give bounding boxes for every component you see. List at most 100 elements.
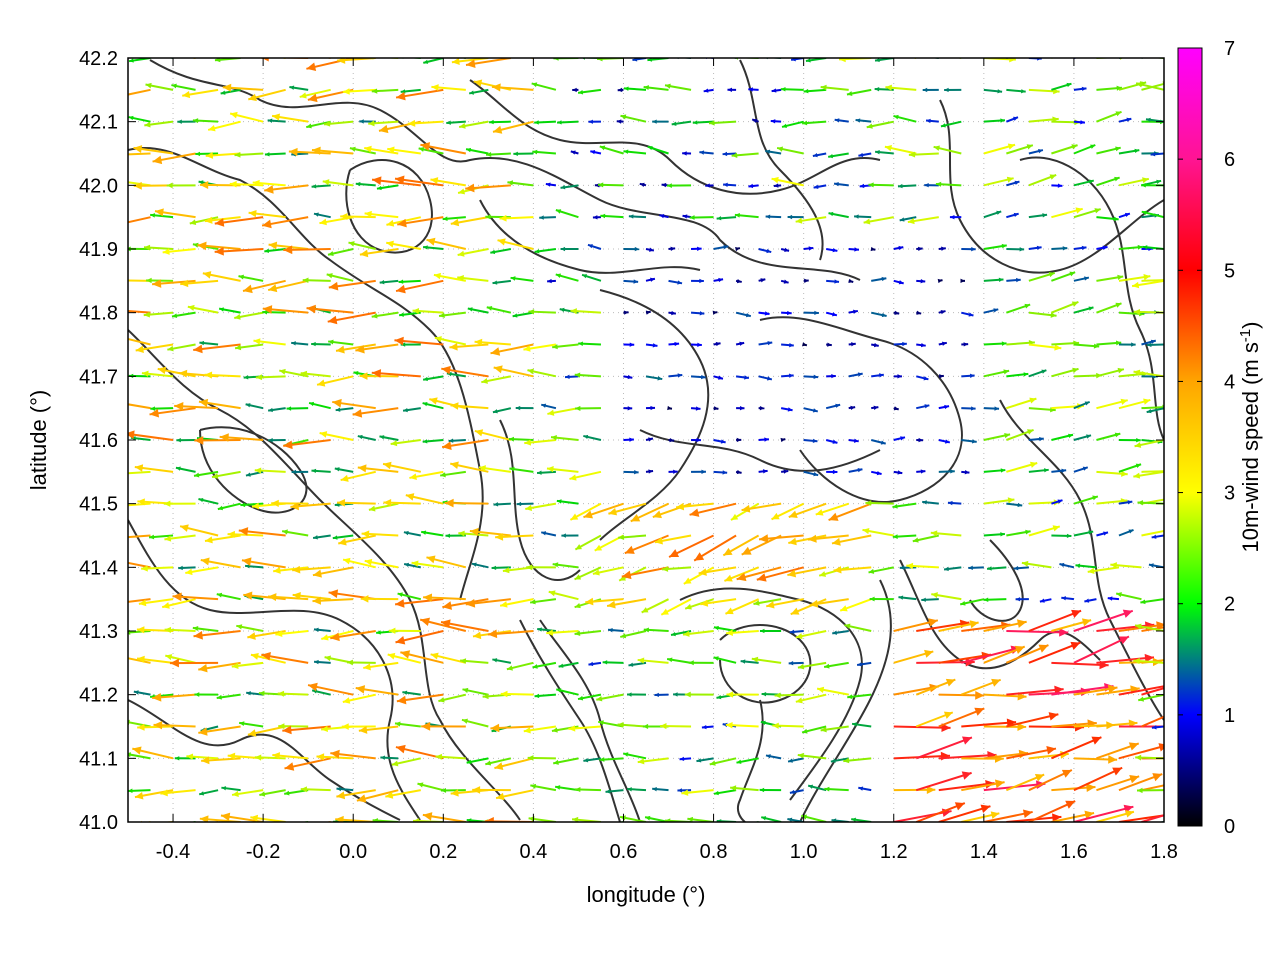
wind-vector-head <box>628 214 634 219</box>
wind-vector-head <box>510 276 516 281</box>
wind-vector-head <box>846 91 853 96</box>
wind-vector-head <box>500 690 508 698</box>
wind-vector-head <box>623 752 629 757</box>
wind-vector-head <box>949 215 955 220</box>
wind-vector-head <box>119 179 126 185</box>
x-tick-label: -0.2 <box>246 841 280 863</box>
wind-vector-head <box>1044 468 1049 473</box>
wind-vector-head <box>150 213 156 218</box>
wind-vector-head <box>487 629 498 639</box>
wind-vector-head <box>932 50 939 56</box>
wind-vector-head <box>343 557 351 565</box>
wind-vector-head <box>306 62 317 72</box>
wind-vector-head <box>306 304 316 314</box>
wind-vector-head <box>1013 212 1019 218</box>
wind-vector-head <box>141 370 149 377</box>
wind-vector-head <box>918 437 924 443</box>
wind-vector-head <box>372 818 379 822</box>
wind-vector-head <box>264 248 270 254</box>
wind-vector-head <box>795 217 803 224</box>
colorbar-tick-label: 6 <box>1224 149 1235 171</box>
wind-vector-head <box>804 278 809 283</box>
wind-vector-head <box>105 599 114 608</box>
wind-vector-head <box>965 657 975 667</box>
wind-vector-head <box>472 631 482 640</box>
wind-vector-head <box>199 791 205 796</box>
wind-vector-head <box>730 513 739 520</box>
wind-vector-head <box>803 88 809 94</box>
wind-vector-head <box>922 87 928 93</box>
wind-vector-head <box>1062 246 1068 251</box>
colorbar-tick-label: 7 <box>1224 38 1235 60</box>
wind-vector <box>128 280 129 282</box>
wind-vector <box>1006 688 1064 696</box>
wind-vector-head <box>1108 755 1118 764</box>
wind-vector-head <box>652 343 658 348</box>
wind-vector-head <box>462 687 469 693</box>
wind-vector-head <box>1057 183 1063 188</box>
wind-vector-head <box>214 58 221 63</box>
wind-vector-head <box>336 791 346 800</box>
wind-vector-head <box>703 88 709 93</box>
wind-vector-head <box>1036 245 1042 250</box>
wind-vector-head <box>618 534 625 541</box>
wind-vector-head <box>1000 118 1005 123</box>
wind-vector-head <box>450 218 460 227</box>
wind-vector-head <box>469 527 479 536</box>
wind-vector-head <box>788 661 794 666</box>
wind-vector-head <box>859 183 865 189</box>
wind-vector <box>1141 530 1164 537</box>
wind-vector-head <box>156 49 165 57</box>
wind-vector-head <box>583 758 589 763</box>
wind-vector-head <box>387 146 395 154</box>
wind-vector-head <box>853 438 859 443</box>
wind-vector-head <box>461 718 468 724</box>
wind-vector <box>1051 736 1102 760</box>
wind-vector-head <box>832 469 838 475</box>
wind-vector-head <box>248 209 257 218</box>
wind-vector-head <box>1117 367 1124 374</box>
wind-vector-head <box>920 469 926 474</box>
wind-vector-head <box>761 691 767 697</box>
wind-vector-head <box>921 597 926 602</box>
wind-vector-head <box>880 440 886 445</box>
wind-vector-head <box>813 374 819 380</box>
contour-line <box>128 147 484 601</box>
wind-vector-head <box>322 179 330 186</box>
wind-vector-head <box>766 376 772 381</box>
wind-vector-head <box>716 694 722 700</box>
wind-vector-head <box>961 771 972 780</box>
wind-vector-head <box>232 790 239 798</box>
wind-vector-head <box>494 762 504 770</box>
wind-vector-head <box>327 251 334 257</box>
wind-vector-head <box>492 280 498 285</box>
wind-vector-head <box>1048 712 1059 721</box>
wind-vector-head <box>312 569 322 578</box>
wind-vector-head <box>417 782 424 788</box>
wind-vector-head <box>137 723 145 731</box>
wind-vector-head <box>321 634 329 641</box>
wind-vector-head <box>797 663 805 670</box>
wind-vector-head <box>474 338 483 346</box>
wind-vector-head <box>670 246 676 251</box>
wind-vector-head <box>637 657 645 664</box>
wind-vector-head <box>552 562 559 568</box>
wind-vector-head <box>267 118 273 123</box>
wind-vector-head <box>434 336 442 343</box>
wind-vector-head <box>449 342 458 351</box>
wind-vector-head <box>759 628 765 634</box>
wind-vector-head <box>681 789 689 796</box>
wind-vector-head <box>812 438 818 444</box>
wind-vector-head <box>326 273 333 279</box>
x-tick-label: 1.4 <box>970 841 998 863</box>
wind-vector-head <box>178 565 183 571</box>
wind-vector-head <box>1007 497 1015 504</box>
wind-vector-head <box>677 280 683 285</box>
wind-vector-head <box>1041 369 1047 374</box>
wind-vector-head <box>143 244 151 251</box>
wind-vector-head <box>1071 144 1078 150</box>
wind-vector-head <box>940 309 946 315</box>
wind-vector-head <box>1107 596 1113 601</box>
wind-vector-head <box>1001 341 1007 346</box>
wind-vector-head <box>641 607 649 613</box>
